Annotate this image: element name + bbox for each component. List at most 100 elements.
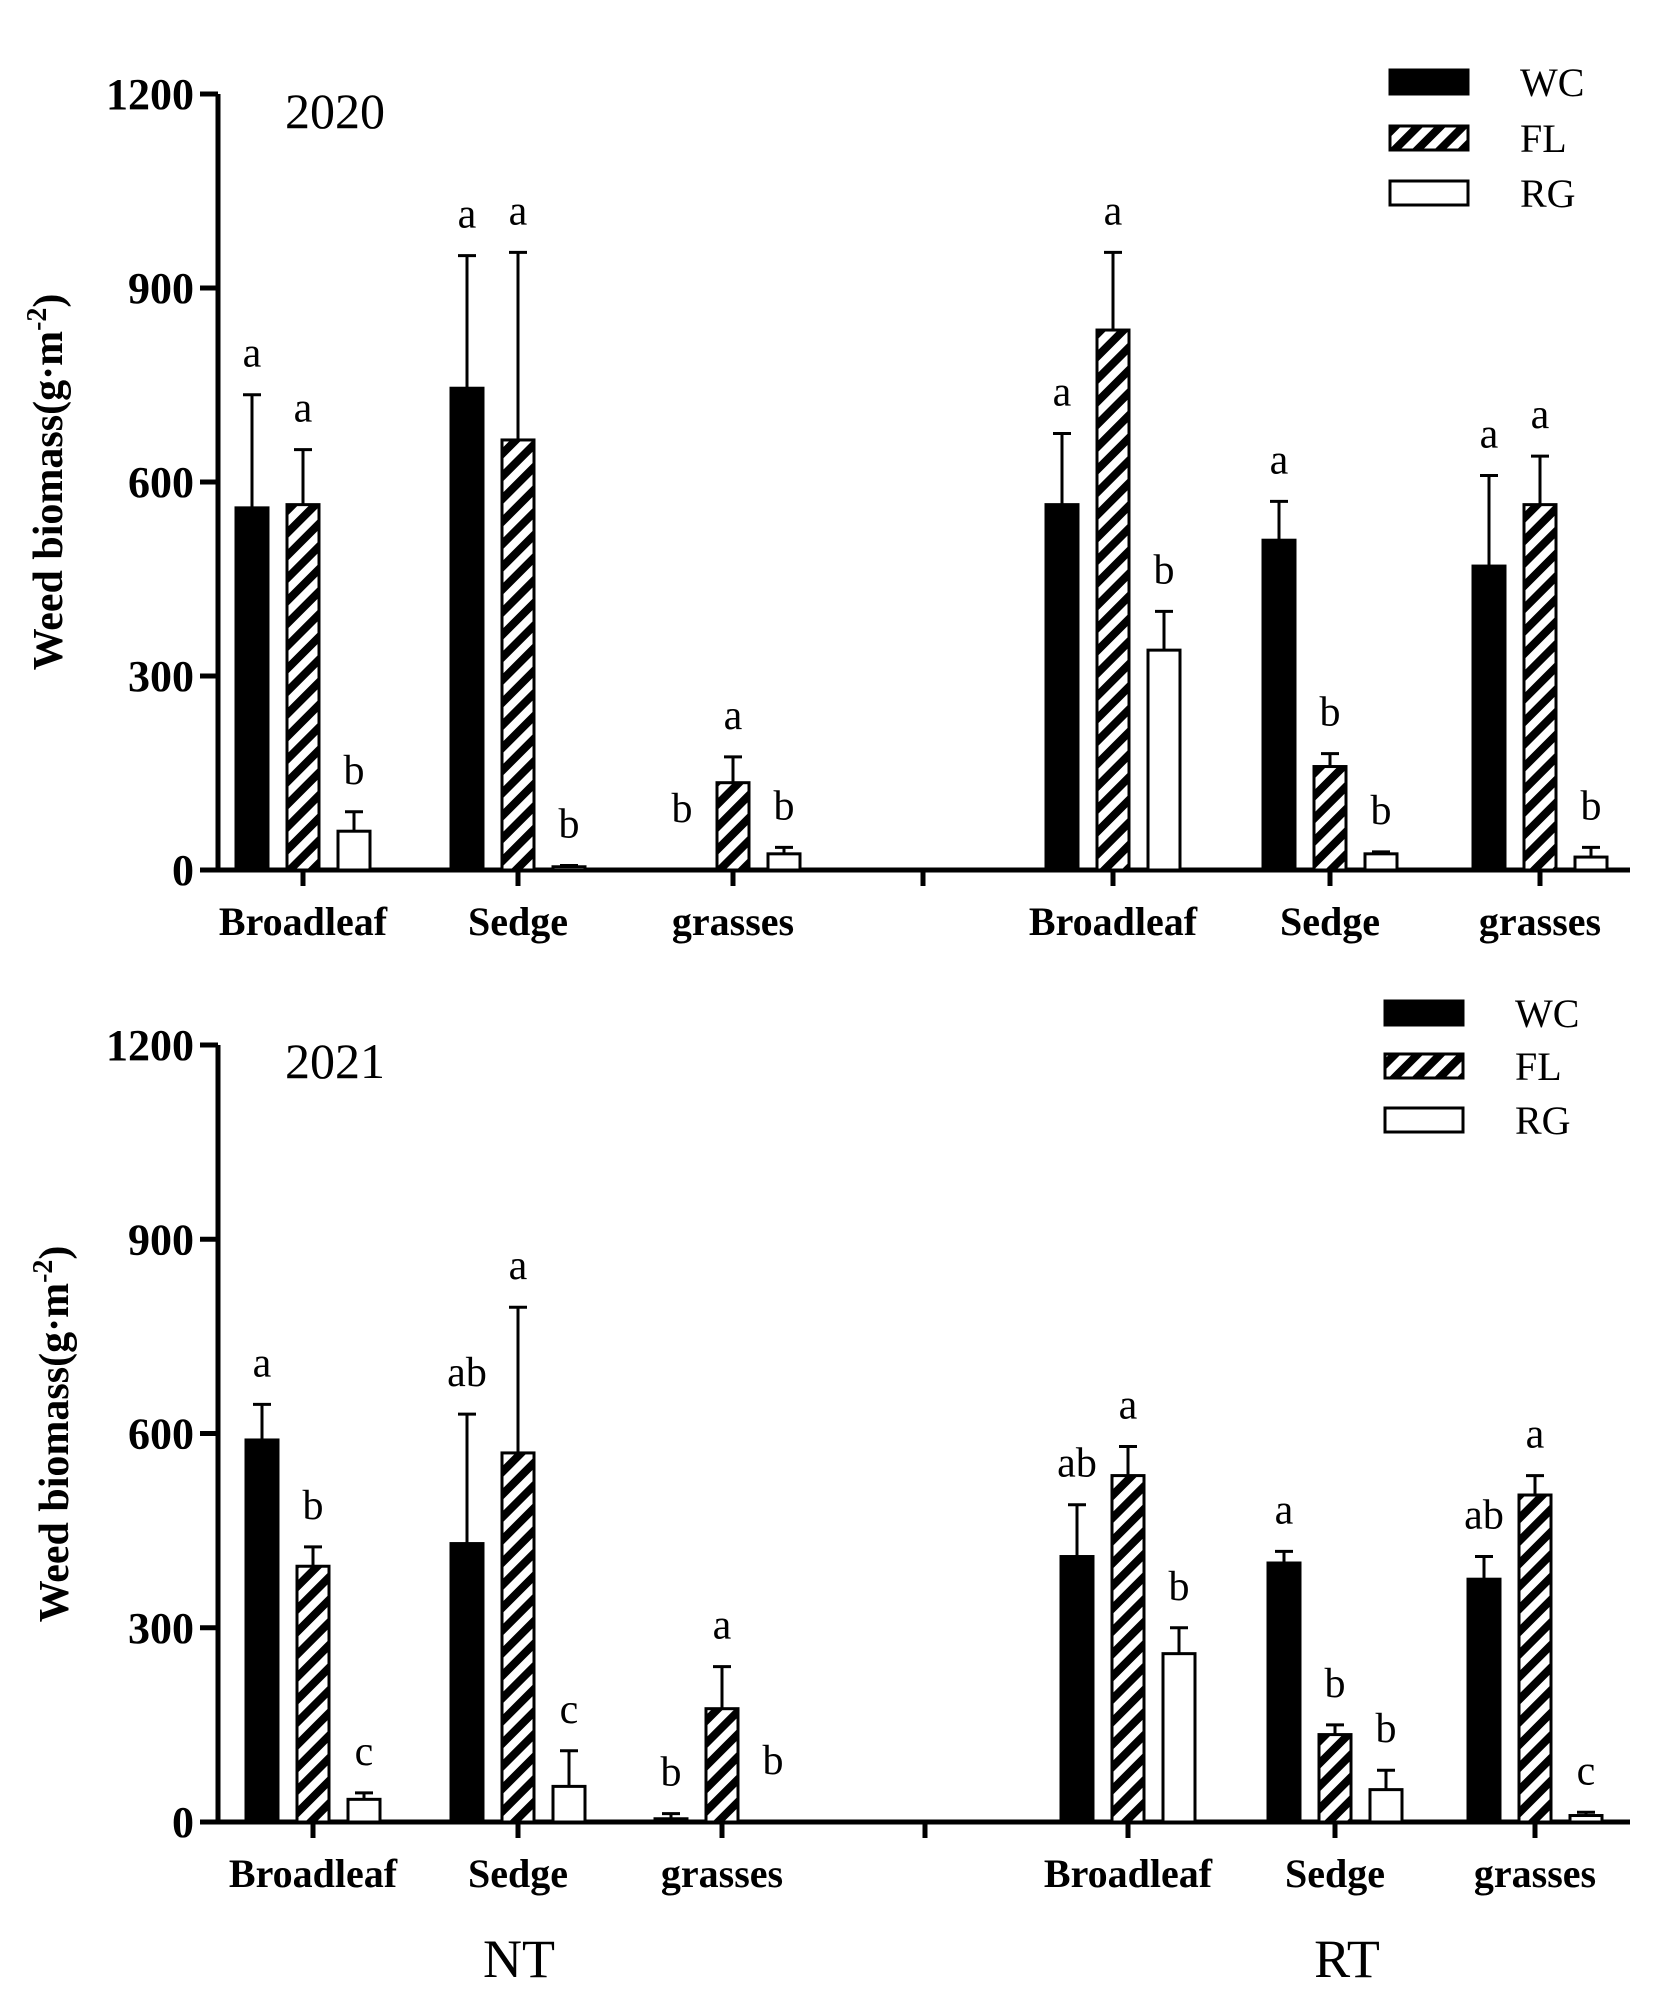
significance-letter: b	[559, 801, 580, 847]
y-axis-label-close: )	[32, 1246, 78, 1260]
significance-letter: b	[774, 783, 795, 829]
significance-letter: b	[672, 786, 693, 832]
bar-wc	[653, 1817, 689, 1824]
bar-fl	[500, 438, 536, 872]
significance-letter: b	[1169, 1564, 1190, 1610]
category-label: Broadleaf	[1029, 899, 1198, 944]
bar-wc	[1266, 1561, 1302, 1824]
bar-wc	[234, 506, 270, 872]
significance-letter: a	[243, 331, 262, 377]
significance-letter: b	[661, 1750, 682, 1796]
bar-fl	[1317, 1733, 1353, 1824]
y-tick-label: 300	[128, 1604, 194, 1653]
y-axis-label: Weed biomass(g·m-2)	[22, 294, 72, 671]
bar-rg	[336, 829, 372, 872]
significance-letter: a	[253, 1340, 272, 1386]
bar-rg	[1363, 852, 1399, 872]
chart-panel-2020: 2020 0 300 600 900 1200 Weed biomass(g·m-2) Bro…	[22, 60, 1630, 944]
bar-rg	[551, 1784, 587, 1824]
bar-fl	[1110, 1474, 1146, 1824]
bar-wc	[1044, 503, 1080, 872]
category-label: grasses	[1479, 899, 1601, 944]
legend-label: RG	[1520, 171, 1576, 216]
significance-letter: a	[1104, 188, 1123, 234]
bar-rg	[1568, 1814, 1604, 1824]
bar-wc	[1059, 1555, 1095, 1824]
significance-letter: c	[560, 1687, 579, 1733]
legend-label: FL	[1515, 1044, 1562, 1089]
legend-swatch-wc	[1388, 68, 1470, 96]
y-tick-label: 0	[172, 1798, 194, 1847]
bar-wc	[449, 1542, 485, 1824]
legend-swatch-fl	[1383, 1052, 1465, 1080]
significance-letter: b	[1376, 1706, 1397, 1752]
significance-letter: a	[294, 386, 313, 432]
significance-letter: a	[509, 188, 528, 234]
significance-letter: a	[458, 192, 477, 238]
category-label: Sedge	[1280, 899, 1380, 944]
significance-letter: ab	[1464, 1493, 1504, 1539]
legend-label: WC	[1515, 991, 1579, 1036]
category-label: Sedge	[468, 1851, 568, 1896]
bar-wc	[449, 386, 485, 872]
category-label: Sedge	[468, 899, 568, 944]
significance-letter: b	[344, 748, 365, 794]
bar-fl	[1522, 503, 1558, 872]
category-label: grasses	[661, 1851, 783, 1896]
significance-letter: a	[713, 1603, 732, 1649]
category-label: Broadleaf	[1044, 1851, 1213, 1896]
y-tick-label: 600	[128, 1410, 194, 1459]
significance-letter: a	[1526, 1412, 1545, 1458]
significance-letter: b	[1371, 788, 1392, 834]
tillage-label-nt: NT	[483, 1929, 555, 1989]
significance-letter: a	[1119, 1382, 1138, 1428]
significance-letter: b	[1320, 690, 1341, 736]
significance-letter: a	[1053, 370, 1072, 416]
bar-rg	[551, 865, 587, 872]
category-label: grasses	[672, 899, 794, 944]
bar-fl	[704, 1707, 740, 1824]
y-axis-label-main: Weed biomass(g·m	[26, 331, 72, 671]
significance-letter: ab	[1057, 1441, 1097, 1487]
significance-letter: a	[509, 1243, 528, 1289]
y-tick-label: 1200	[106, 1021, 194, 1070]
tillage-label-rt: RT	[1314, 1929, 1380, 1989]
bar-wc	[244, 1438, 280, 1824]
significance-letter: b	[1325, 1661, 1346, 1707]
bar-fl	[1095, 328, 1131, 872]
significance-letter: b	[1154, 547, 1175, 593]
significance-letter: b	[1581, 783, 1602, 829]
bar-rg	[1573, 855, 1609, 872]
y-tick-label: 600	[128, 458, 194, 507]
bar-wc	[1471, 564, 1507, 872]
bar-fl	[285, 503, 321, 872]
significance-letter: c	[1577, 1748, 1596, 1794]
significance-letter: a	[1480, 412, 1499, 458]
significance-letter: a	[1275, 1487, 1294, 1533]
bar-fl	[715, 781, 751, 872]
legend-swatch-wc	[1383, 999, 1465, 1027]
category-label: Broadleaf	[219, 899, 388, 944]
y-axis-label-exponent: -2	[22, 308, 53, 331]
bar-fl	[1312, 765, 1348, 872]
bar-fl	[500, 1451, 536, 1824]
bar-rg	[1368, 1788, 1404, 1824]
legend-swatch-rg	[1388, 179, 1470, 207]
y-axis-label-close: )	[26, 294, 72, 308]
significance-letter: a	[1270, 437, 1289, 483]
legend-swatch-rg	[1383, 1106, 1465, 1134]
significance-letter: a	[724, 693, 743, 739]
y-tick-label: 900	[128, 264, 194, 313]
chart-title: 2021	[285, 1033, 385, 1089]
bar-rg	[1161, 1652, 1197, 1824]
chart-title: 2020	[285, 83, 385, 139]
legend-swatch-fl	[1388, 124, 1470, 152]
bar-fl	[295, 1564, 331, 1824]
significance-letter: b	[303, 1483, 324, 1529]
y-axis-label-exponent: -2	[28, 1260, 59, 1283]
legend-label: FL	[1520, 116, 1567, 161]
bar-wc	[1466, 1577, 1502, 1824]
y-tick-label: 300	[128, 652, 194, 701]
legend-label: WC	[1520, 60, 1584, 105]
